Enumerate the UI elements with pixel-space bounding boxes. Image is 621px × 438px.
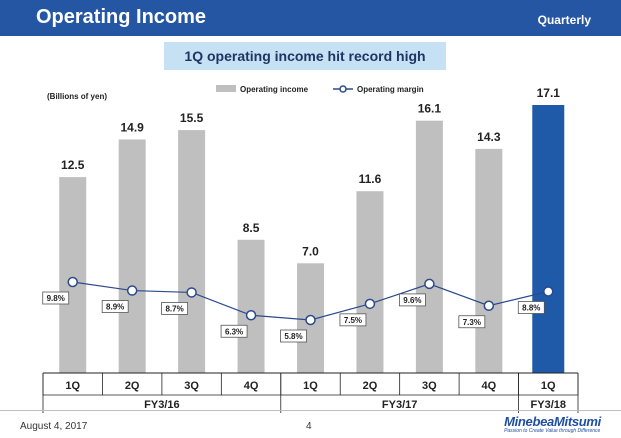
margin-value-label: 8.7% xyxy=(165,304,183,313)
bar-operating-income xyxy=(118,139,146,373)
margin-point xyxy=(126,285,138,296)
title-bar xyxy=(0,0,621,36)
bar-value-label: 12.5 xyxy=(61,158,85,172)
margin-value-label: 8.9% xyxy=(106,303,124,312)
x-group-label: FY3/16 xyxy=(144,399,179,411)
x-tick-label: 2Q xyxy=(363,380,378,392)
company-logo: MinebeaMitsumi Passion to Create Value t… xyxy=(504,414,601,434)
margin-label-box xyxy=(517,301,545,314)
logo-name: MinebeaMitsumi xyxy=(504,414,601,429)
margin-value-label: 9.8% xyxy=(47,294,65,303)
legend-label-operating-income: Operating income xyxy=(240,85,309,94)
margin-point xyxy=(67,276,78,288)
period-label: Quarterly xyxy=(537,13,591,27)
margin-value-label: 9.6% xyxy=(403,296,421,305)
bar-operating-income xyxy=(356,191,384,373)
margin-label-box xyxy=(458,315,486,329)
bar-operating-income xyxy=(237,239,265,373)
bar-operating-income xyxy=(178,130,206,373)
margin-point xyxy=(245,310,257,321)
margin-label-box xyxy=(42,291,70,305)
bar-value-label: 14.9 xyxy=(120,120,144,134)
margin-label-box xyxy=(161,302,189,315)
x-group-label: FY3/18 xyxy=(531,399,566,411)
margin-value-label: 7.3% xyxy=(463,318,481,327)
margin-point xyxy=(424,278,435,290)
margin-label-box xyxy=(280,329,307,343)
x-tick-label: 1Q xyxy=(541,380,556,392)
unit-label: (Billions of yen) xyxy=(47,92,107,101)
bar-value-label: 8.5 xyxy=(243,221,260,235)
margin-value-label: 6.3% xyxy=(225,327,243,336)
margin-value-label: 7.5% xyxy=(344,316,362,325)
margin-value-label: 5.8% xyxy=(284,332,302,341)
bar-operating-income xyxy=(532,105,565,373)
logo-tagline: Passion to Create Value through Differen… xyxy=(504,428,601,434)
page-title: Operating Income xyxy=(36,6,207,28)
bar-operating-income xyxy=(475,148,503,373)
bar-value-label: 7.0 xyxy=(302,244,319,258)
legend-bar-swatch xyxy=(216,85,236,92)
bar-value-label: 15.5 xyxy=(180,111,204,125)
footer-divider xyxy=(0,410,621,411)
x-tick-label: 4Q xyxy=(481,380,496,392)
x-tick-label: 1Q xyxy=(303,380,318,392)
margin-value-label: 8.8% xyxy=(522,304,540,313)
page-number: 4 xyxy=(306,421,312,432)
bar-value-label: 16.1 xyxy=(418,102,442,116)
bar-value-label: 17.1 xyxy=(537,86,561,100)
bar-operating-income xyxy=(415,120,443,373)
bar-value-label: 14.3 xyxy=(477,130,501,144)
margin-label-box xyxy=(101,300,129,313)
x-tick-label: 1Q xyxy=(65,380,80,392)
margin-label-box xyxy=(398,293,426,307)
x-tick-label: 4Q xyxy=(244,380,259,392)
legend-label-operating-margin: Operating margin xyxy=(357,85,424,94)
x-group-label: FY3/17 xyxy=(382,399,417,411)
x-tick-label: 3Q xyxy=(422,380,437,392)
x-tick-label: 3Q xyxy=(184,380,199,392)
margin-label-box xyxy=(220,324,248,338)
legend-line-marker xyxy=(339,85,347,93)
x-tick-label: 2Q xyxy=(125,380,140,392)
margin-point xyxy=(543,286,554,297)
bar-value-label: 11.6 xyxy=(359,172,382,186)
footer-date: August 4, 2017 xyxy=(20,421,88,432)
bar-operating-income xyxy=(59,177,87,373)
headline-banner: 1Q operating income hit record high xyxy=(164,42,446,70)
margin-point xyxy=(305,314,316,326)
margin-point xyxy=(364,298,376,310)
margin-label-box xyxy=(339,313,367,327)
margin-point xyxy=(483,300,495,311)
margin-point xyxy=(186,287,197,298)
